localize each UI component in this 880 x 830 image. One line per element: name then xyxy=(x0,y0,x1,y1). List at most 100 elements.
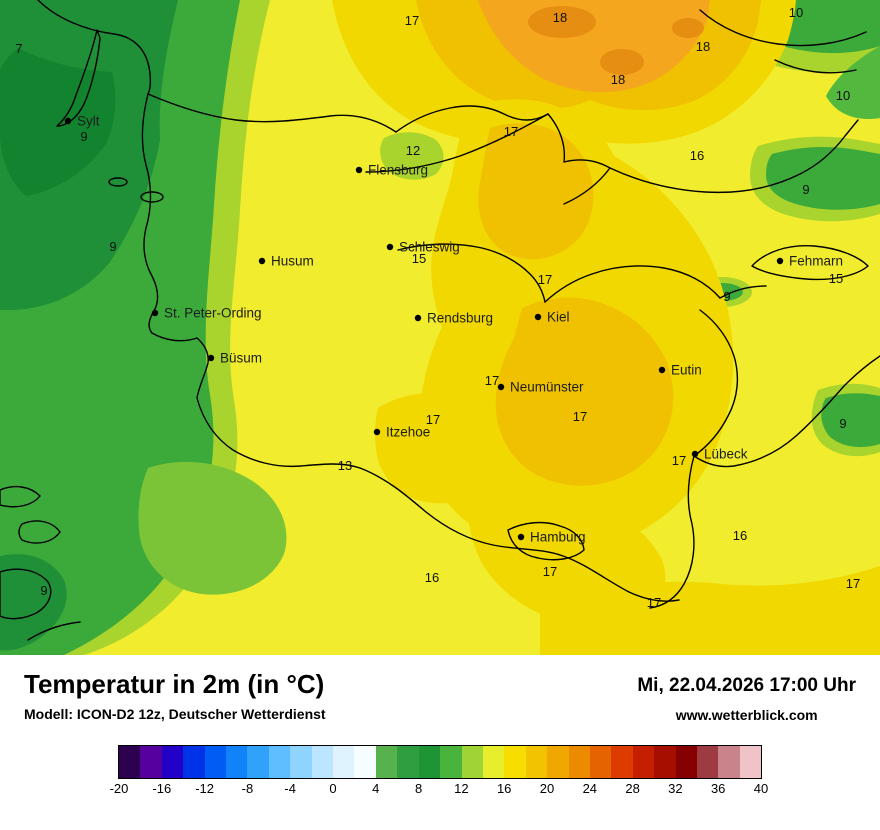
coastline xyxy=(547,113,611,169)
colorbar-tick-label: -20 xyxy=(109,781,129,796)
coastline xyxy=(693,309,739,457)
temp-value-label: 9 xyxy=(40,583,47,598)
colorbar-tick-label: -4 xyxy=(284,781,296,796)
colorbar-segment xyxy=(375,746,398,778)
colorbar xyxy=(118,745,762,779)
city-marker-hamburg: Hamburg xyxy=(517,530,586,545)
colorbar-segment xyxy=(675,746,697,778)
colorbar-tick-label: 20 xyxy=(539,781,555,796)
colorbar-segment xyxy=(482,746,505,778)
city-marker-husum: Husum xyxy=(258,254,314,269)
footer-text-row: Temperatur in 2m (in °C) Modell: ICON-D2… xyxy=(0,655,880,723)
city-label: Schleswig xyxy=(399,240,460,255)
colorbar-tick-label: 32 xyxy=(668,781,683,796)
temperature-map: Sylt Flensburg Husum Schleswig St. Peter-Ord… xyxy=(0,0,880,655)
colorbar-segment xyxy=(547,746,569,778)
coastline xyxy=(37,0,152,95)
city-dot xyxy=(517,533,525,541)
model-info: Modell: ICON-D2 12z, Deutscher Wetterdie… xyxy=(24,706,326,722)
temp-value-label: 15 xyxy=(412,251,426,266)
coastline xyxy=(609,119,859,194)
coastline xyxy=(18,520,61,544)
temp-value-label: 16 xyxy=(733,528,747,543)
coastline xyxy=(649,455,695,609)
temp-value-label: 9 xyxy=(723,289,730,304)
city-markers: Sylt Flensburg Husum Schleswig St. Peter-Ord… xyxy=(64,114,843,545)
temp-value-label: 18 xyxy=(553,10,567,25)
city-dot xyxy=(534,313,542,321)
colorbar-segment xyxy=(611,746,633,778)
color-scale-legend: -20 -16 -12 -8 -4 0 4 8 12 16 20 24 28 32 36 40 xyxy=(0,745,880,799)
colorbar-tick-label: 24 xyxy=(582,781,598,796)
city-label: Itzehoe xyxy=(386,425,430,440)
colorbar-segment xyxy=(161,746,184,778)
city-dot xyxy=(373,428,381,436)
valid-datetime: Mi, 22.04.2026 17:00 Uhr xyxy=(637,675,856,696)
colorbar-ticks: -20 -16 -12 -8 -4 0 4 8 12 16 20 24 28 32 36 40 xyxy=(110,781,769,799)
coastline xyxy=(395,105,549,133)
colorbar-tick-label: 12 xyxy=(454,781,469,796)
city-label: Neumünster xyxy=(510,380,584,395)
city-dot xyxy=(151,309,159,317)
temperature-region xyxy=(0,554,67,651)
temp-value-label: 15 xyxy=(829,271,843,286)
city-label: Hamburg xyxy=(530,530,586,545)
temp-value-label: 17 xyxy=(485,373,499,388)
temperature-region xyxy=(528,6,596,38)
city-dot xyxy=(355,166,363,174)
coastline xyxy=(359,467,680,602)
colorbar-segment xyxy=(525,746,548,778)
colorbar-tick-label: 0 xyxy=(329,781,337,796)
city-dot xyxy=(386,243,394,251)
colorbar-segment xyxy=(632,746,655,778)
temp-value-label: 7 xyxy=(15,41,22,56)
temperature-region xyxy=(766,146,880,210)
city-dot xyxy=(207,354,215,362)
colorbar-tick-label: -8 xyxy=(241,781,254,796)
colorbar-segment xyxy=(226,746,248,778)
city-label: Husum xyxy=(271,254,314,269)
city-marker-sylt: Sylt xyxy=(64,114,100,129)
colorbar-tick-label: 8 xyxy=(414,781,423,796)
temp-value-label: 17 xyxy=(504,124,518,139)
city-label: Rendsburg xyxy=(427,311,493,326)
temperature-region xyxy=(375,392,504,504)
city-marker-kiel: Kiel xyxy=(534,310,570,325)
temp-value-label: 9 xyxy=(839,416,846,431)
temp-value-label: 18 xyxy=(696,39,710,54)
temperature-region xyxy=(380,132,444,180)
colorbar-segment xyxy=(119,746,141,778)
coastline xyxy=(544,265,721,303)
city-dot xyxy=(497,383,505,391)
temperature-labels: 7 9 17 18 18 18 10 10 17 12 16 9 15 9 15 17 9 17 17 17 9 17 13… xyxy=(15,5,860,610)
coastline xyxy=(0,568,52,620)
map-title: Temperatur in 2m (in °C) xyxy=(24,669,325,699)
temp-value-label: 10 xyxy=(789,5,803,20)
colorbar-segment xyxy=(397,746,419,778)
temp-value-label: 17 xyxy=(846,576,860,591)
temperature-region xyxy=(0,48,116,196)
colorbar-segment xyxy=(568,746,590,778)
city-dot xyxy=(776,257,784,265)
coastline xyxy=(141,93,159,312)
temp-value-label: 17 xyxy=(426,412,440,427)
coastline xyxy=(699,9,867,47)
colorbar-segment xyxy=(268,746,291,778)
footer: Temperatur in 2m (in °C) Modell: ICON-D2… xyxy=(0,655,880,799)
city-marker-eutin: Eutin xyxy=(658,363,702,378)
city-marker-neumünster: Neumünster xyxy=(497,380,584,395)
coastline xyxy=(27,621,81,641)
city-label: Lübeck xyxy=(704,447,748,462)
colorbar-tick-label: 40 xyxy=(753,781,769,796)
colorbar-segment xyxy=(183,746,205,778)
temp-value-label: 16 xyxy=(690,148,704,163)
city-marker-fehmarn: Fehmarn xyxy=(776,254,843,269)
temp-value-label: 10 xyxy=(836,88,850,103)
city-label: Fehmarn xyxy=(789,254,843,269)
coastlines xyxy=(0,0,880,641)
temp-value-label: 17 xyxy=(647,595,661,610)
coastline xyxy=(563,167,611,205)
colorbar-segment xyxy=(696,746,719,778)
city-marker-büsum: Büsum xyxy=(207,351,262,366)
temp-value-label: 16 xyxy=(425,570,439,585)
